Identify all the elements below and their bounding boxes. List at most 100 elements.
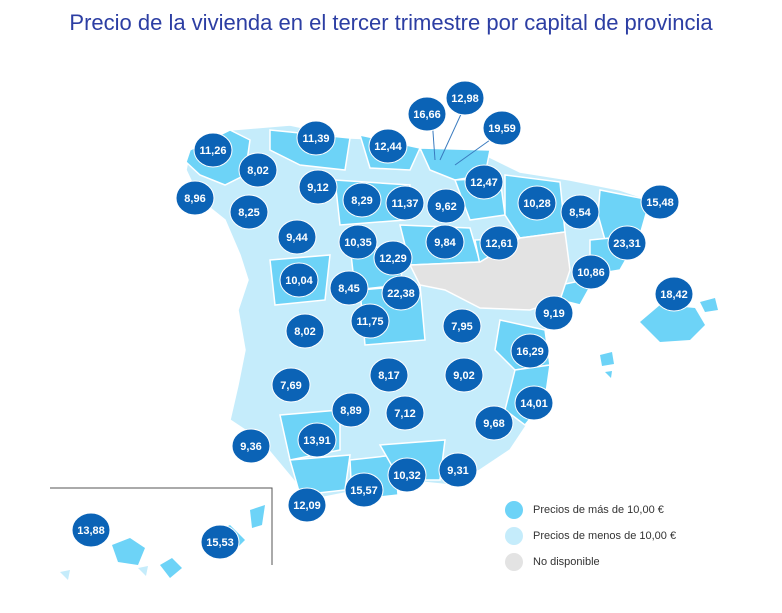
legend-label: Precios de menos de 10,00 € — [533, 530, 677, 542]
bubble-label: 12,47 — [470, 177, 498, 189]
price-bubble: 11,39 — [296, 120, 336, 156]
price-bubble: 7,69 — [271, 367, 311, 403]
price-bubble: 7,95 — [442, 308, 482, 344]
bubble-label: 13,91 — [303, 435, 331, 447]
price-bubble: 12,44 — [368, 128, 408, 164]
balearic-islands — [600, 298, 718, 378]
price-bubble: 12,98 — [445, 80, 485, 116]
bubble-shape — [385, 395, 425, 431]
bubble-shape — [296, 120, 336, 156]
bubble-label: 19,59 — [488, 123, 516, 135]
bubble-label: 8,02 — [294, 326, 315, 338]
price-bubble: 12,47 — [464, 164, 504, 200]
bubble-shape — [238, 152, 278, 188]
bubble-shape — [442, 308, 482, 344]
bubble-label: 9,68 — [483, 418, 504, 430]
bubble-shape — [517, 185, 557, 221]
legend-swatch — [505, 501, 523, 519]
bubble-label: 15,48 — [646, 197, 674, 209]
price-bubble: 13,91 — [297, 422, 337, 458]
bubble-shape — [479, 225, 519, 261]
bubble-label: 18,42 — [660, 289, 688, 301]
bubble-shape — [271, 367, 311, 403]
bubble-shape — [407, 96, 447, 132]
bubble-shape — [426, 188, 466, 224]
price-bubble: 7,12 — [385, 395, 425, 431]
legend-label: Precios de más de 10,00 € — [533, 504, 664, 516]
legend-item-less: Precios de menos de 10,00 € — [505, 523, 676, 549]
bubble-label: 8,02 — [247, 165, 268, 177]
bubble-label: 22,38 — [387, 288, 415, 300]
price-bubble: 8,02 — [238, 152, 278, 188]
bubble-label: 8,29 — [351, 195, 372, 207]
bubble-shape — [464, 164, 504, 200]
bubble-label: 12,09 — [293, 500, 321, 512]
bubble-shape — [381, 275, 421, 311]
bubble-label: 8,45 — [338, 283, 359, 295]
legend-item-more: Precios de más de 10,00 € — [505, 497, 676, 523]
price-bubble: 10,04 — [279, 262, 319, 298]
price-bubble: 8,89 — [331, 392, 371, 428]
bubble-shape — [514, 385, 554, 421]
bubble-label: 15,53 — [206, 537, 234, 549]
bubble-shape — [285, 313, 325, 349]
bubble-shape — [474, 405, 514, 441]
bubble-shape — [438, 452, 478, 488]
price-bubble: 9,44 — [277, 219, 317, 255]
bubble-shape — [200, 524, 240, 560]
bubble-label: 9,31 — [447, 465, 468, 477]
bubble-label: 9,12 — [307, 182, 328, 194]
bubble-shape — [369, 357, 409, 393]
bubble-shape — [368, 128, 408, 164]
bubble-label: 9,44 — [286, 232, 308, 244]
price-bubble: 8,45 — [329, 270, 369, 306]
price-bubble: 16,66 — [407, 96, 447, 132]
bubble-shape — [482, 110, 522, 146]
price-bubble: 10,35 — [338, 224, 378, 260]
price-bubble: 9,84 — [425, 224, 465, 260]
price-bubble: 9,12 — [298, 169, 338, 205]
price-bubble: 13,88 — [71, 512, 111, 548]
bubble-shape — [342, 182, 382, 218]
bubble-label: 8,54 — [569, 207, 591, 219]
bubble-shape — [654, 276, 694, 312]
bubble-shape — [425, 224, 465, 260]
bubble-shape — [510, 333, 550, 369]
bubble-shape — [287, 487, 327, 523]
bubble-shape — [279, 262, 319, 298]
price-bubble: 12,61 — [479, 225, 519, 261]
legend: Precios de más de 10,00 € Precios de men… — [505, 497, 676, 575]
price-bubble: 19,59 — [482, 110, 522, 146]
bubble-label: 9,02 — [453, 370, 474, 382]
price-bubble: 8,25 — [229, 194, 269, 230]
bubble-shape — [71, 512, 111, 548]
bubble-label: 15,57 — [350, 485, 378, 497]
bubble-label: 16,66 — [413, 109, 441, 121]
price-bubble: 8,29 — [342, 182, 382, 218]
price-bubble: 8,54 — [560, 194, 600, 230]
bubble-shape — [344, 472, 384, 508]
price-bubble: 8,17 — [369, 357, 409, 393]
bubble-shape — [385, 185, 425, 221]
bubble-label: 11,26 — [200, 145, 227, 157]
price-bubble: 11,37 — [385, 185, 425, 221]
price-bubble: 15,48 — [640, 184, 680, 220]
price-bubble: 9,36 — [231, 428, 271, 464]
price-bubble: 10,32 — [387, 457, 427, 493]
bubble-label: 11,37 — [392, 198, 419, 210]
bubble-shape — [560, 194, 600, 230]
bubble-shape — [298, 169, 338, 205]
bubble-label: 7,95 — [451, 321, 472, 333]
price-bubble: 22,38 — [381, 275, 421, 311]
bubble-label: 13,88 — [77, 525, 105, 537]
price-bubble: 11,75 — [350, 303, 390, 339]
page-title: Precio de la vivienda en el tercer trime… — [69, 10, 713, 35]
price-bubble: 9,31 — [438, 452, 478, 488]
bubble-label: 11,39 — [303, 133, 330, 145]
bubble-label: 8,17 — [378, 370, 399, 382]
price-bubble: 8,96 — [175, 180, 215, 216]
price-bubble: 9,02 — [444, 357, 484, 393]
bubble-label: 9,62 — [435, 201, 456, 213]
bubble-shape — [445, 80, 485, 116]
legend-item-na: No disponible — [505, 549, 676, 575]
